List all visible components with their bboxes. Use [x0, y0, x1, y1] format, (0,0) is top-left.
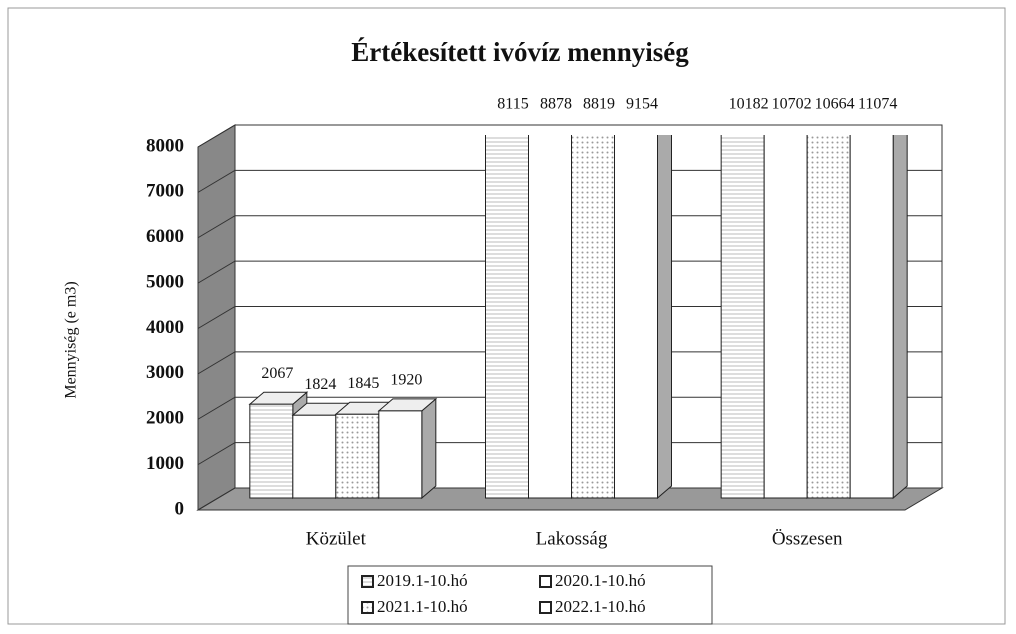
chart-title: Értékesített ivóvíz mennyiség — [351, 37, 689, 67]
bar-side — [421, 397, 437, 500]
x-tick-label: Lakosság — [536, 528, 608, 549]
legend-swatch — [539, 601, 552, 614]
bar-front — [806, 135, 851, 499]
legend-swatch — [361, 575, 374, 588]
value-label: 10702 — [772, 96, 812, 113]
bars — [248, 135, 908, 500]
grid-line — [197, 124, 942, 148]
bar-front — [249, 403, 294, 499]
y-tick-label: 5000 — [146, 271, 184, 292]
bar-front — [849, 135, 894, 499]
bar-front — [485, 135, 529, 499]
grid-line — [197, 306, 942, 329]
legend-label: 2021.1-10.hó — [377, 597, 468, 616]
value-label: 10182 — [729, 96, 769, 113]
value-label: 11074 — [858, 96, 897, 113]
legend-label: 2022.1-10.hó — [555, 597, 646, 616]
grid-line — [197, 169, 942, 193]
y-tick-label: 2000 — [146, 408, 184, 429]
value-label: 1824 — [304, 376, 336, 393]
value-label: 9154 — [626, 96, 658, 113]
y-tick-label: 4000 — [146, 317, 184, 338]
value-label: 8819 — [583, 96, 615, 113]
bar-front — [292, 414, 337, 499]
bar — [377, 397, 438, 500]
y-tick-label: 8000 — [146, 135, 184, 156]
bar-front — [571, 135, 615, 499]
grid-line — [197, 396, 942, 420]
legend-label: 2019.1-10.hó — [377, 571, 468, 590]
legend-swatch — [539, 575, 552, 588]
legend — [347, 565, 713, 625]
bar-front — [528, 135, 572, 499]
value-label: 1920 — [390, 372, 422, 389]
grid-line — [197, 442, 942, 466]
bar-front — [335, 413, 380, 499]
value-label: 8878 — [540, 96, 572, 113]
bar — [849, 135, 908, 500]
bar-front — [763, 135, 808, 499]
grid-line — [197, 260, 942, 284]
bar-front — [614, 135, 658, 499]
value-label: 10664 — [815, 96, 855, 113]
value-label: 1845 — [347, 375, 379, 392]
bar-front — [378, 410, 423, 499]
legend-label: 2020.1-10.hó — [555, 571, 646, 590]
y-tick-label: 6000 — [146, 226, 184, 247]
x-tick-label: Közület — [306, 528, 367, 549]
y-axis-label: Mennyiség (e m3) — [63, 281, 80, 398]
grid-line — [197, 215, 942, 239]
legend-swatch — [361, 601, 374, 614]
y-tick-label: 7000 — [146, 181, 184, 202]
y-tick-label: 3000 — [146, 362, 184, 383]
value-label: 2067 — [261, 365, 293, 382]
grid-line — [197, 487, 942, 511]
y-tick-label: 0 — [175, 498, 185, 519]
value-label: 8115 — [497, 96, 528, 113]
bar — [614, 135, 672, 500]
x-tick-label: Összesen — [772, 528, 843, 549]
grid-line — [197, 351, 942, 375]
y-tick-label: 1000 — [146, 453, 184, 474]
